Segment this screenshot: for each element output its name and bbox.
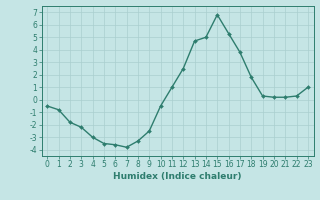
X-axis label: Humidex (Indice chaleur): Humidex (Indice chaleur): [113, 172, 242, 181]
